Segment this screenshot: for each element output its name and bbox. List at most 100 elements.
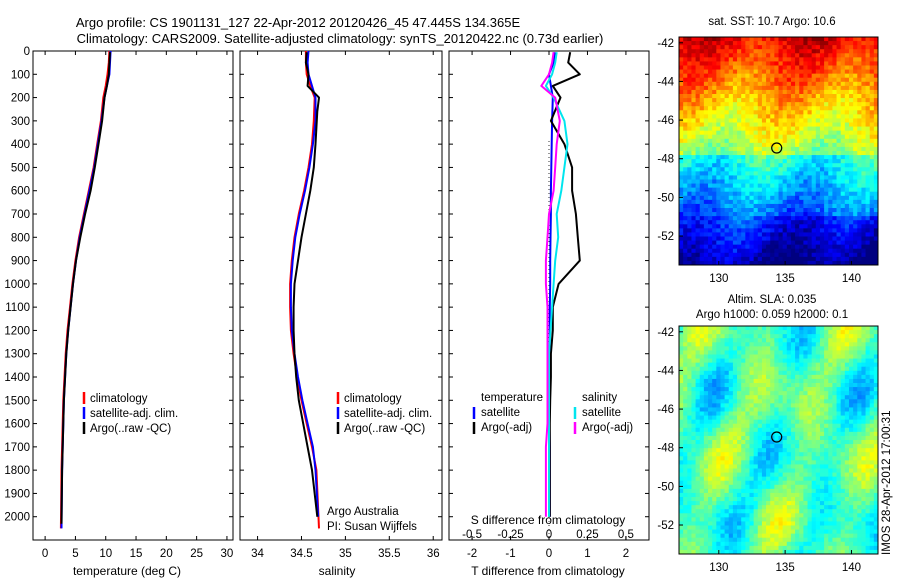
heatmap-cell [737, 374, 742, 380]
heatmap-cell [728, 484, 734, 490]
heatmap-cell [761, 374, 767, 380]
heatmap-cell [853, 53, 858, 58]
heatmap-cell [708, 391, 713, 396]
heatmap-cell [766, 77, 771, 83]
heatmap-cell [832, 260, 837, 266]
heatmap-cell [869, 65, 875, 70]
heatmap-cell [824, 191, 829, 197]
heatmap-cell [824, 94, 829, 99]
heatmap-cell [873, 480, 879, 486]
heatmap-cell [741, 244, 746, 250]
heatmap-cell [786, 53, 792, 58]
heatmap-cell [807, 358, 813, 364]
heatmap-cell [724, 468, 730, 473]
heatmap-cell [753, 89, 759, 95]
heatmap-cell [737, 427, 742, 433]
heatmap-cell [795, 159, 800, 164]
heatmap-cell [766, 37, 771, 42]
heatmap-cell [873, 342, 879, 347]
heatmap-cell [865, 240, 871, 246]
heatmap-cell [679, 448, 684, 453]
heatmap-cell [761, 378, 767, 384]
heatmap-cell [753, 208, 759, 213]
heatmap-cell [869, 248, 875, 254]
heatmap-cell [695, 472, 701, 478]
heatmap-cell [853, 224, 858, 229]
heatmap-cell [766, 374, 771, 380]
heatmap-cell [778, 342, 784, 347]
heatmap-cell [836, 427, 842, 433]
heatmap-cell [728, 387, 734, 392]
heatmap-cell [766, 334, 771, 339]
heatmap-cell [819, 431, 825, 437]
heatmap-cell [766, 256, 771, 262]
heatmap-cell [815, 403, 821, 408]
heatmap-cell [757, 460, 763, 465]
heatmap-cell [848, 330, 854, 335]
heatmap-cell [873, 98, 879, 103]
heatmap-cell [869, 346, 875, 351]
heatmap-cell [708, 208, 713, 213]
heatmap-cell [737, 146, 742, 152]
heatmap-cell [807, 73, 813, 79]
heatmap-cell [737, 118, 742, 123]
heatmap-cell [786, 224, 792, 229]
heatmap-cell [828, 183, 833, 189]
y-tick-label: 0 [24, 46, 30, 58]
heatmap-cell [728, 378, 734, 384]
heatmap-cell [865, 423, 871, 429]
heatmap-cell [774, 102, 779, 107]
heatmap-cell [774, 378, 779, 384]
heatmap-cell [737, 85, 742, 91]
heatmap-cell [828, 126, 833, 132]
heatmap-cell [741, 126, 746, 132]
heatmap-cell [757, 183, 763, 189]
heatmap-cell [836, 350, 842, 355]
heatmap-cell [691, 224, 696, 229]
heatmap-cell [732, 240, 738, 246]
heatmap-cell [703, 395, 709, 400]
heatmap-cell [708, 252, 713, 258]
heatmap-cell [745, 464, 750, 469]
heatmap-cell [724, 199, 730, 205]
heatmap-cell [807, 163, 813, 168]
heatmap-cell [844, 224, 850, 229]
heatmap-cell [745, 163, 750, 168]
heatmap-cell [683, 435, 688, 441]
heatmap-cell [836, 138, 842, 144]
heatmap-cell [761, 468, 767, 473]
heatmap-cell [790, 41, 796, 46]
heatmap-cell [749, 224, 755, 229]
argo-pi-label: PI: Susan Wijffels [327, 521, 417, 533]
heatmap-cell [861, 256, 866, 262]
heatmap-cell [815, 456, 821, 461]
heatmap-cell [795, 151, 800, 156]
heatmap-cell [737, 431, 742, 437]
heatmap-cell [844, 134, 850, 140]
heatmap-cell [716, 220, 721, 225]
heatmap-cell [807, 61, 813, 66]
heatmap-cell [790, 146, 796, 152]
heatmap-cell [716, 378, 721, 384]
heatmap-cell [732, 49, 738, 54]
heatmap-cell [861, 37, 866, 42]
heatmap-cell [848, 167, 854, 172]
heatmap-cell [857, 212, 862, 217]
heatmap-cell [695, 85, 701, 91]
heatmap-cell [766, 403, 771, 408]
heatmap-cell [691, 435, 696, 441]
heatmap-cell [811, 252, 817, 258]
heatmap-cell [857, 260, 862, 266]
heatmap-cell [799, 407, 804, 412]
heatmap-cell [853, 146, 858, 152]
heatmap-cell [737, 248, 742, 254]
heatmap-cell [687, 358, 692, 364]
heatmap-cell [853, 256, 858, 262]
heatmap-cell [724, 248, 730, 254]
heatmap-cell [828, 350, 833, 355]
heatmap-cell [844, 415, 850, 421]
heatmap-cell [732, 378, 738, 384]
heatmap-cell [865, 334, 871, 339]
heatmap-cell [853, 383, 858, 388]
heatmap-cell [786, 142, 792, 148]
